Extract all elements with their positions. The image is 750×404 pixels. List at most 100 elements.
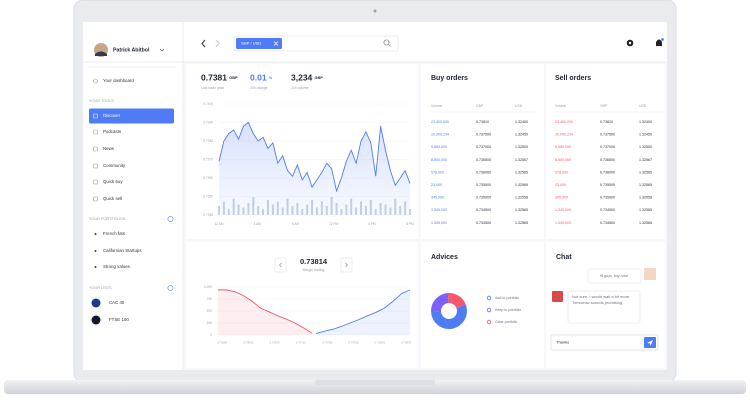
table-cell: 0.737000: [600, 145, 615, 149]
x-tick-label: 0.73830: [375, 341, 386, 345]
table-cell: 0.73810: [600, 120, 613, 124]
x-tick-label: 12 PM: [329, 222, 339, 226]
laptop-base: [4, 380, 746, 394]
x-tick-label: 8 PM: [406, 222, 414, 226]
stat-label: Last trade price: [201, 86, 224, 90]
add-list[interactable]: [167, 285, 174, 291]
nav-item[interactable]: Californian Startups: [103, 248, 142, 253]
nav-item[interactable]: Community: [103, 163, 126, 168]
nav-item[interactable]: Strong values: [103, 264, 131, 269]
panel-title: Sell orders: [555, 75, 591, 82]
column-header: Volume: [431, 104, 442, 108]
table-cell: 1.32558: [515, 196, 528, 200]
legend-label: Add to portfolio: [495, 296, 519, 300]
table-cell: 0.734500: [600, 208, 615, 212]
table-cell: 0.73810: [476, 120, 489, 124]
table-cell: 9,689,000: [555, 145, 571, 149]
chat-input[interactable]: [550, 334, 659, 351]
table-cell: 1.32400: [515, 120, 528, 124]
chat-input-text[interactable]: Thanks: [556, 340, 569, 345]
table-cell: 1,345,000: [555, 208, 571, 212]
nav-item[interactable]: News: [103, 146, 115, 151]
y-tick-label: 0.7340: [203, 213, 213, 217]
nav-item[interactable]: CAC 40: [109, 300, 125, 305]
panel-title: Chat: [556, 254, 572, 261]
table-cell: 345,000: [431, 196, 444, 200]
stat-unit: GBP: [229, 76, 238, 80]
donut-segment: [431, 304, 468, 330]
list-icon: [91, 315, 101, 325]
send-icon: [647, 340, 653, 346]
stat-value: 0.7381: [201, 72, 227, 82]
nav-item[interactable]: Quick sell: [103, 196, 122, 201]
nav-item[interactable]: French fats: [103, 231, 126, 236]
search-icon[interactable]: [383, 39, 390, 46]
user-menu-chevron[interactable]: [159, 48, 165, 52]
stat-unit: GBP: [315, 76, 324, 80]
portfolio-dot: [94, 250, 97, 252]
chat-avatar-right: [644, 268, 656, 280]
table-cell: 0.734500: [600, 221, 615, 225]
y-tick-label: 250: [207, 321, 213, 325]
table-cell: 0.734500: [476, 221, 491, 225]
legend-label: Clear portfolio: [495, 320, 517, 324]
tag-remove[interactable]: [273, 41, 279, 46]
x-tick-label: 0.73590: [217, 341, 228, 345]
panel-title: Advices: [431, 254, 458, 261]
add-portfolio[interactable]: [167, 216, 174, 222]
x-tick-label: 0.73710: [296, 341, 307, 345]
stat-value: 3,234: [291, 72, 313, 82]
table-cell: 1.32565: [639, 221, 652, 225]
table-cell: 0.736500: [476, 158, 491, 162]
section-title: YOUR LISTS: [89, 286, 112, 290]
table-cell: 1.32450: [515, 133, 528, 137]
x-tick-label: 8 AM: [292, 222, 300, 226]
notifications-icon[interactable]: [656, 39, 662, 47]
table-cell: 1.32565: [515, 183, 528, 187]
table-cell: 1.32567: [515, 158, 528, 162]
search-tag[interactable]: [236, 38, 282, 49]
column-header: GBP: [476, 104, 484, 108]
table-cell: 0.737500: [476, 133, 491, 137]
nav-item[interactable]: Podcasts: [103, 129, 122, 134]
table-cell: 23,000: [555, 183, 566, 187]
section-title: YOUR TOOLS: [89, 99, 114, 103]
prev-button[interactable]: [274, 257, 287, 273]
table-cell: 1.32565: [515, 170, 528, 174]
next-button[interactable]: [340, 257, 353, 273]
y-tick-label: 1,000: [204, 285, 212, 289]
chat-message: Not sure. I would wait a bit more. Tomor…: [572, 294, 631, 305]
table-cell: 1.32450: [639, 133, 652, 137]
table-cell: 0.734500: [476, 208, 491, 212]
table-cell: 0.735000: [476, 196, 491, 200]
table-cell: 1,345,000: [431, 221, 447, 225]
stat-label: 24h volume: [291, 86, 309, 90]
forward-button[interactable]: [215, 39, 220, 48]
table-cell: 0.737000: [476, 145, 491, 149]
table-cell: 8,800,000: [555, 158, 571, 162]
back-button[interactable]: [201, 39, 206, 48]
stat-label: 24h change: [250, 86, 268, 90]
nav-item[interactable]: FTSE 100: [109, 317, 129, 322]
depth-label: Margin trading: [303, 268, 325, 272]
stat-unit: %: [269, 76, 273, 80]
y-tick-label: 0.7400: [203, 102, 213, 106]
nav-item-active-bg[interactable]: [89, 108, 174, 124]
settings-icon-hole: [628, 41, 632, 45]
legend-marker: [486, 307, 492, 313]
nav-item[interactable]: Discover: [103, 113, 121, 118]
table-cell: 23,000: [431, 183, 442, 187]
donut-segment: [447, 293, 466, 309]
table-cell: 0.737500: [600, 133, 615, 137]
user-avatar-body: [95, 51, 107, 56]
nav-item[interactable]: Quick buy: [103, 179, 123, 184]
y-tick-label: 0: [210, 333, 212, 337]
x-tick-label: 4 PM: [368, 222, 376, 226]
x-tick-label: 0.73670: [270, 341, 281, 345]
table-cell: 0.736500: [600, 158, 615, 162]
table-cell: 1.32558: [639, 196, 652, 200]
table-cell: 1,345,000: [431, 208, 447, 212]
x-tick-label: 0.73870: [401, 341, 412, 345]
table-cell: 578,000: [555, 170, 568, 174]
table-cell: 23,400,000: [555, 120, 573, 124]
